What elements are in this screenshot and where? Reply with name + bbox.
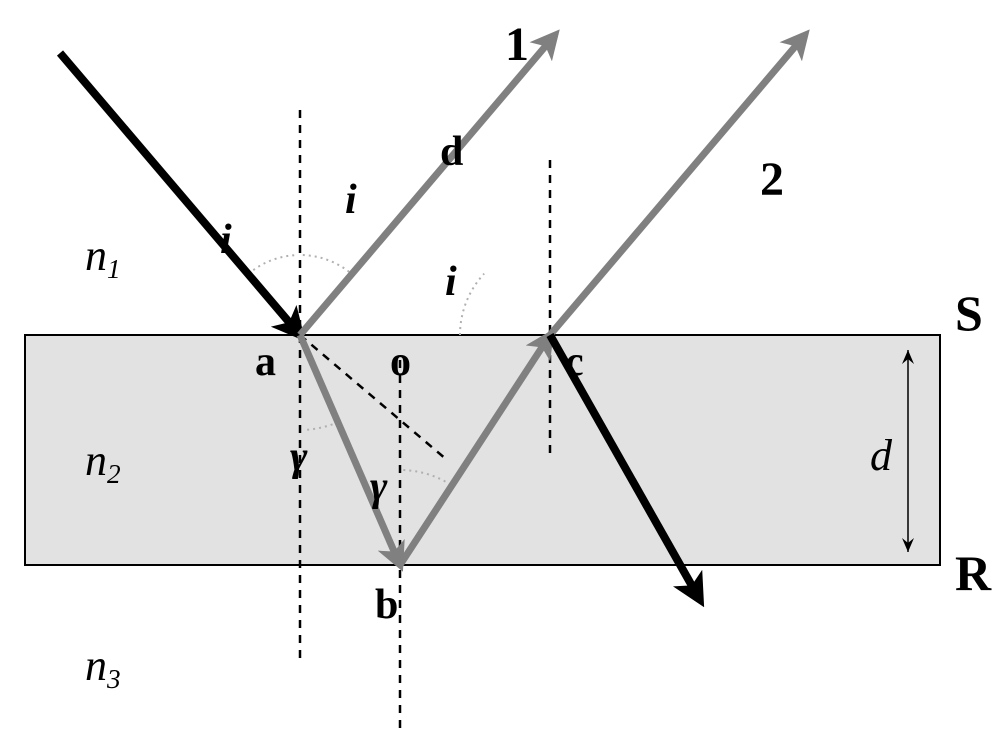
thin-film-slab	[25, 335, 940, 565]
label-o_lbl: o	[390, 339, 411, 385]
label-i_left: i	[220, 217, 232, 263]
label-i_right: i	[445, 259, 457, 305]
label-gamma_left: γ	[290, 434, 308, 480]
label-two: 2	[760, 153, 784, 206]
label-c_lbl: c	[565, 339, 584, 385]
label-d_lbl: d	[440, 129, 463, 175]
label-i_mid: i	[345, 177, 357, 223]
label-d_thick: d	[870, 431, 893, 480]
label-b_lbl: b	[375, 582, 398, 628]
label-gamma_right: γ	[370, 464, 388, 510]
label-a_lbl: a	[255, 339, 276, 385]
label-one: 1	[505, 18, 529, 71]
label-S: S	[955, 285, 983, 341]
label-R: R	[955, 545, 992, 601]
